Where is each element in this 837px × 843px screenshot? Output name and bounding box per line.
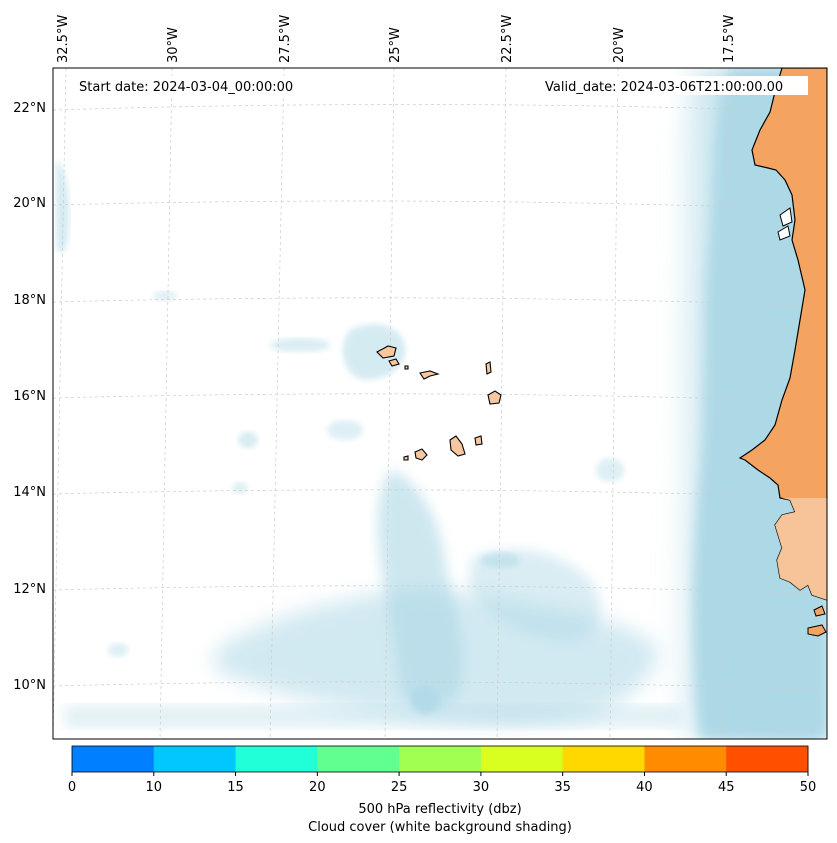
cloud-patch	[596, 458, 624, 482]
cloud-patch	[153, 291, 177, 301]
map-frame	[52, 67, 828, 740]
africa-covered-land	[775, 498, 827, 600]
cloud-patch	[327, 420, 363, 440]
island-sao-nicolau	[419, 370, 440, 380]
colorbar-frame	[71, 745, 809, 773]
colorbar-tick-label: 20	[309, 780, 326, 795]
west-edge-cloud	[56, 160, 70, 254]
colorbar-cell	[562, 746, 645, 772]
graticule	[53, 68, 827, 739]
cloud-patch	[411, 686, 439, 714]
colorbar-cell	[317, 746, 400, 772]
lon-label: 30°W	[166, 27, 181, 63]
coastal-inlet-north	[777, 207, 793, 241]
central-cloud-plume	[377, 470, 463, 711]
island-santo-antao	[376, 345, 397, 359]
lat-label: 20°N	[13, 196, 46, 211]
colorbar-cell	[644, 746, 727, 772]
valid-date-box	[538, 76, 808, 95]
cloud-patch	[480, 552, 520, 568]
colorbar-tick-label: 50	[800, 780, 817, 795]
lon-label: 20°W	[612, 27, 627, 63]
colorbar-tick-label: 40	[636, 780, 653, 795]
colorbar-cell	[399, 746, 482, 772]
colorbar-tick-label: 15	[227, 780, 244, 795]
lat-label: 18°N	[13, 293, 46, 308]
cloud-patch	[270, 338, 330, 352]
colorbar-ticks: 0 10 15 20 25 30 35 40 45 50	[68, 772, 816, 795]
lon-label: 25°W	[388, 27, 403, 63]
colorbar-tick-label: 25	[391, 780, 408, 795]
colorbar-tick-label: 35	[554, 780, 571, 795]
cloud-patch	[108, 643, 128, 657]
island-santiago	[449, 435, 466, 457]
island-fogo	[414, 448, 428, 461]
island-boa-vista	[487, 390, 502, 405]
lon-label: 27.5°W	[278, 15, 293, 63]
southwest-cloud-strip	[65, 705, 680, 728]
cloud-patch	[232, 482, 248, 494]
cloud-patch	[238, 432, 258, 448]
lat-label: 16°N	[13, 389, 46, 404]
colorbar-cell	[153, 746, 237, 772]
island-cloud-cluster	[342, 324, 406, 380]
island-santa-luzia	[404, 365, 409, 370]
island-sao-vicente	[388, 358, 400, 367]
island-sal	[485, 361, 492, 375]
lon-label: 17.5°W	[722, 15, 737, 63]
colorbar-cell	[235, 746, 318, 772]
lat-label: 10°N	[13, 678, 46, 693]
colorbar-tick-label: 30	[473, 780, 490, 795]
latitude-labels: 22°N 20°N 18°N 16°N 14°N 12°N 10°N	[13, 101, 46, 693]
valid-date-text: Valid_date: 2024-03-06T21:00:00.00	[545, 80, 783, 95]
start-date-text: Start date: 2024-03-04_00:00:00	[79, 80, 293, 95]
colorbar-cells	[72, 746, 809, 772]
island-brava	[403, 455, 409, 461]
colorbar-tick-label: 10	[146, 780, 163, 795]
colorbar-cell	[726, 746, 809, 772]
longitude-labels: 32.5°W 30°W 27.5°W 25°W 22.5°W 20°W 17.5…	[56, 15, 737, 63]
lon-label: 22.5°W	[500, 15, 515, 63]
colorbar-cell	[72, 746, 155, 772]
start-date-box	[70, 76, 314, 95]
lat-label: 22°N	[13, 101, 46, 116]
colorbar-tick-label: 45	[718, 780, 735, 795]
south-mid-cloud	[470, 549, 601, 640]
colorbar-label-line2: Cloud cover (white background shading)	[308, 820, 572, 835]
island-maio	[474, 435, 483, 446]
lat-label: 12°N	[13, 582, 46, 597]
map-panel: Start date: 2024-03-04_00:00:00 Valid_da…	[53, 68, 827, 739]
colorbar-cell	[480, 746, 564, 772]
colorbar: 0 10 15 20 25 30 35 40 45 50 500 hPa reflectivity…	[68, 745, 816, 835]
colorbar-tick-label: 0	[68, 780, 76, 795]
guinea-bissau-islands	[807, 605, 827, 637]
lon-label: 32.5°W	[56, 15, 71, 63]
cape-verde-islands	[376, 345, 502, 461]
colorbar-label-line1: 500 hPa reflectivity (dbz)	[358, 802, 521, 817]
lat-label: 14°N	[13, 485, 46, 500]
